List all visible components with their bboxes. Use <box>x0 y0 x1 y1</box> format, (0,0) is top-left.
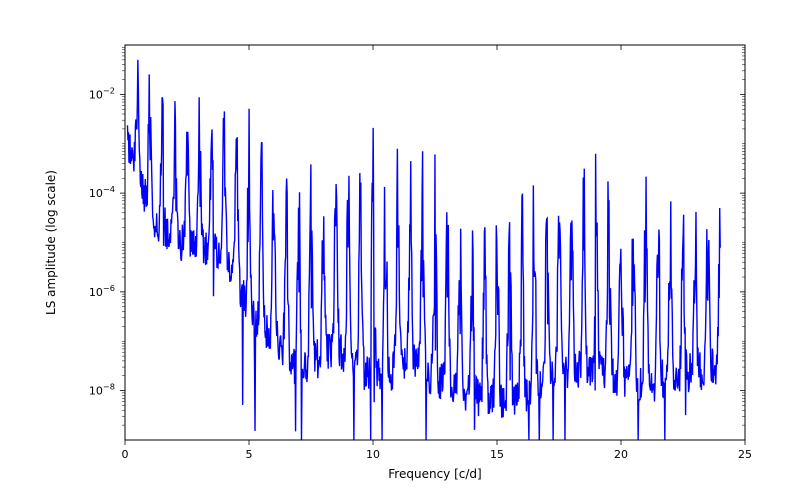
x-tick-label: 20 <box>614 448 628 461</box>
x-tick-label: 15 <box>490 448 504 461</box>
periodogram-chart: 051015202510−810−610−410−2Frequency [c/d… <box>0 0 800 500</box>
x-tick-label: 0 <box>122 448 129 461</box>
y-axis-label: LS amplitude (log scale) <box>44 170 58 315</box>
x-tick-label: 25 <box>738 448 752 461</box>
chart-bg <box>0 0 800 500</box>
chart-container: 051015202510−810−610−410−2Frequency [c/d… <box>0 0 800 500</box>
x-tick-label: 10 <box>366 448 380 461</box>
x-axis-label: Frequency [c/d] <box>388 467 481 481</box>
x-tick-label: 5 <box>246 448 253 461</box>
